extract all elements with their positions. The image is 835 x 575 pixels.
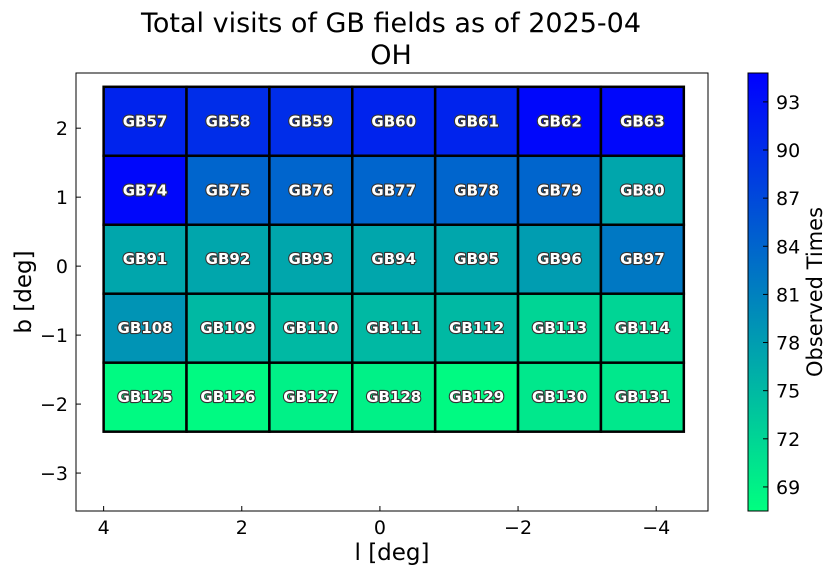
colorbar-tick-label: 84 — [776, 236, 800, 258]
x-tick-label: 0 — [374, 517, 386, 539]
colorbar-tick-label: 90 — [776, 140, 800, 162]
heatmap-cell — [599, 154, 686, 226]
y-axis-label: b [deg] — [11, 250, 37, 333]
heatmap-cell — [433, 292, 520, 364]
field-label: GB114 — [615, 319, 670, 337]
x-tick-label: −2 — [504, 517, 532, 539]
field-label: GB59 — [289, 112, 334, 130]
chart-title: Total visits of GB fields as of 2025-04 — [140, 8, 641, 39]
colorbar-label: Observed Times — [803, 207, 827, 377]
heatmap-cell — [599, 361, 686, 433]
field-label: GB125 — [118, 388, 173, 406]
field-label: GB93 — [289, 250, 334, 268]
heatmap-cell — [268, 361, 354, 433]
field-label: GB77 — [371, 181, 416, 199]
heatmap-cell — [185, 361, 271, 433]
field-label: GB128 — [366, 388, 421, 406]
field-label: GB78 — [454, 181, 499, 199]
heatmap-cell — [516, 154, 603, 226]
field-label: GB112 — [449, 319, 504, 337]
field-label: GB80 — [620, 181, 665, 199]
heatmap-cell — [433, 154, 520, 226]
field-label: GB94 — [371, 250, 416, 268]
field-label: GB130 — [532, 388, 587, 406]
heatmap-cells — [102, 85, 686, 433]
field-label: GB76 — [289, 181, 334, 199]
heatmap-cell — [185, 154, 271, 226]
field-label: GB131 — [615, 388, 670, 406]
field-label: GB62 — [537, 112, 582, 130]
field-label: GB129 — [449, 388, 504, 406]
y-tick-label: 1 — [56, 187, 68, 209]
field-label: GB63 — [620, 112, 665, 130]
chart-subtitle: OH — [370, 40, 412, 71]
field-label: GB60 — [371, 112, 416, 130]
colorbar-tick-label: 81 — [776, 284, 800, 306]
y-tick-label: 2 — [56, 118, 68, 140]
y-tick-label: −3 — [40, 463, 68, 485]
field-label: GB97 — [620, 250, 665, 268]
x-axis-label: l [deg] — [355, 540, 430, 566]
field-label: GB111 — [366, 319, 421, 337]
field-label: GB126 — [200, 388, 255, 406]
heatmap-cell — [268, 154, 354, 226]
colorbar-axis: 69 72 75 78 81 84 87 90 93 — [763, 92, 800, 499]
field-label: GB74 — [123, 181, 168, 199]
y-tick-label: −2 — [40, 394, 68, 416]
field-label: GB95 — [454, 250, 499, 268]
heatmap-cell — [102, 223, 188, 295]
heatmap-cell — [268, 223, 354, 295]
heatmap-cell — [351, 292, 437, 364]
field-label: GB57 — [123, 112, 168, 130]
field-label: GB61 — [454, 112, 499, 130]
y-axis: 2 1 0 −1 −2 −3 — [40, 118, 81, 485]
colorbar — [747, 72, 769, 512]
heatmap-cell — [185, 223, 271, 295]
heatmap-cell — [268, 292, 354, 364]
heatmap-cell — [268, 85, 354, 158]
heatmap-cell — [351, 223, 437, 295]
colorbar-tick-label: 69 — [776, 477, 800, 499]
heatmap-cell — [102, 154, 188, 226]
colorbar-tick-label: 93 — [776, 92, 800, 114]
heatmap-cell — [433, 223, 520, 295]
field-labels: GB57 GB58 GB59 GB60 GB61 GB62 GB63 GB74 GB75 GB76… — [116, 111, 671, 407]
field-label: GB58 — [206, 112, 251, 130]
field-label: GB92 — [206, 250, 251, 268]
heatmap-cell — [599, 85, 686, 158]
field-label: GB108 — [118, 319, 173, 337]
heatmap-cell — [433, 361, 520, 433]
heatmap-cell — [102, 361, 188, 433]
colorbar-tick-label: 78 — [776, 333, 800, 355]
heatmap-cell — [185, 85, 271, 158]
colorbar-tick-label: 87 — [776, 188, 800, 210]
field-label: GB109 — [200, 319, 255, 337]
plot-frame — [75, 72, 709, 512]
x-tick-label: 2 — [236, 517, 248, 539]
field-label: GB110 — [283, 319, 338, 337]
y-tick-label: −1 — [40, 325, 68, 347]
field-label: GB113 — [532, 319, 587, 337]
heatmap-cell — [599, 223, 686, 295]
x-axis: 4 2 0 −2 −4 — [98, 506, 670, 539]
field-label: GB96 — [537, 250, 582, 268]
colorbar-tick-label: 72 — [776, 429, 800, 451]
heatmap-cell — [599, 292, 686, 364]
heatmap-cell — [185, 292, 271, 364]
colorbar-tick-label: 75 — [776, 381, 800, 403]
y-tick-label: 0 — [56, 256, 68, 278]
field-label: GB91 — [123, 250, 168, 268]
field-label: GB127 — [283, 388, 338, 406]
field-label: GB79 — [537, 181, 582, 199]
heatmap-cell — [102, 85, 188, 158]
x-tick-label: 4 — [98, 517, 110, 539]
field-label: GB75 — [206, 181, 251, 199]
x-tick-label: −4 — [642, 517, 670, 539]
